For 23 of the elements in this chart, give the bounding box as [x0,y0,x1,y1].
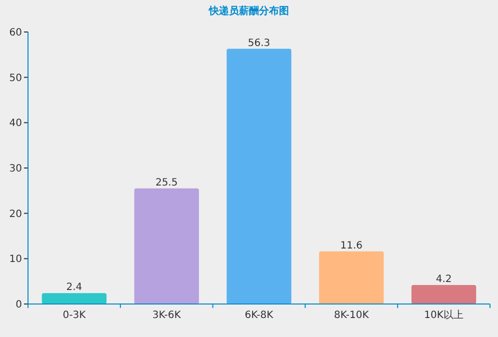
data-label: 25.5 [155,177,178,188]
y-tick-label: 20 [9,208,22,220]
y-tick-label: 30 [9,164,22,174]
data-label: 11.6 [340,240,363,252]
y-tick-label: 10 [9,254,22,266]
bar [42,293,107,304]
data-label: 2.4 [66,282,82,294]
x-tick-label: 8K-10K [334,310,370,321]
x-tick-label: 3K-6K [152,310,182,321]
data-label: 56.3 [248,38,270,49]
y-tick-label: 0 [16,300,22,310]
bar [226,48,292,304]
y-tick-label: 40 [9,118,22,130]
chart-title: 快递员薪酬分布图 [208,5,289,17]
bar [411,284,476,304]
x-tick-label: 0-3K [62,310,86,321]
y-tick-label: 60 [9,28,22,38]
bar [319,251,384,304]
y-tick-label: 50 [9,72,22,84]
data-label: 4.2 [436,274,452,285]
x-tick-label: 6K-8K [244,310,274,321]
x-tick-label: 10K以上 [424,309,464,321]
bar [134,188,199,304]
